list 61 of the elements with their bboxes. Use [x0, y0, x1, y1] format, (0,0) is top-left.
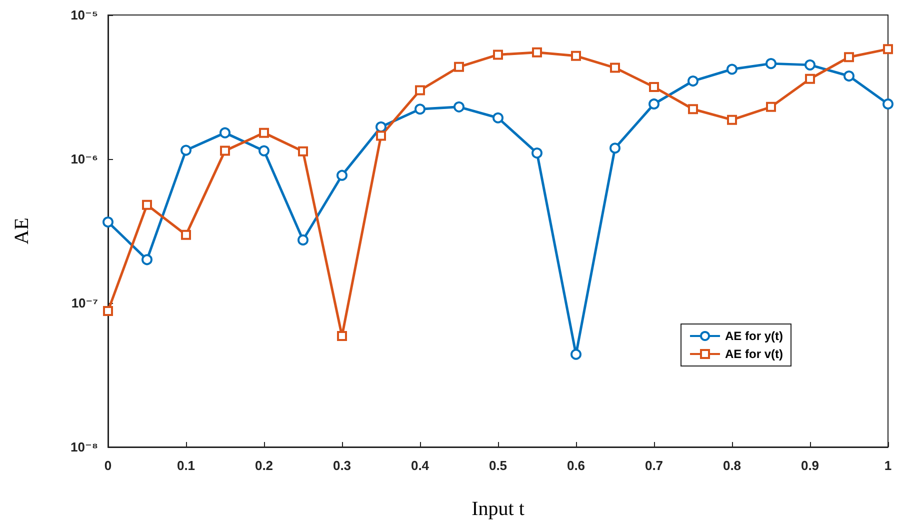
x-tick-label: 0.3	[332, 458, 352, 473]
point	[415, 85, 425, 96]
point	[376, 121, 386, 132]
point	[220, 127, 230, 138]
x-tick-label: 0.1	[176, 458, 196, 473]
point	[610, 142, 620, 154]
x-tick-label: 0	[104, 458, 112, 473]
x-tick-label: 0.2	[254, 458, 274, 473]
point	[181, 230, 191, 240]
point	[336, 170, 348, 181]
point	[298, 146, 308, 156]
point	[610, 62, 620, 73]
point	[259, 128, 269, 138]
point	[532, 148, 542, 159]
point	[883, 44, 893, 54]
point	[337, 330, 347, 341]
point	[570, 348, 582, 360]
point	[688, 76, 698, 87]
point	[454, 62, 464, 72]
y-tick-label: 10⁻⁵	[70, 8, 98, 22]
point	[142, 200, 152, 210]
legend-label: AE for y(t)	[725, 329, 784, 343]
point	[376, 130, 386, 141]
legend-label: AE for v(t)	[725, 347, 784, 361]
point	[103, 306, 113, 316]
point	[688, 104, 698, 114]
point	[454, 101, 464, 112]
point	[493, 50, 503, 60]
x-tick-label: 1	[884, 458, 892, 473]
point	[220, 146, 230, 156]
x-tick-label: 0.4	[410, 458, 430, 473]
point	[766, 58, 776, 70]
point	[414, 104, 426, 115]
point	[882, 98, 894, 110]
y-tick-label: 10⁻⁸	[70, 440, 98, 454]
point	[532, 47, 542, 58]
point	[298, 234, 308, 246]
x-tick-label: 0.9	[800, 458, 820, 473]
point	[258, 145, 270, 156]
y-tick-label: 10⁻⁶	[70, 152, 98, 166]
point	[766, 102, 776, 112]
point	[142, 254, 152, 266]
point	[571, 50, 581, 61]
point	[492, 112, 504, 124]
point	[804, 59, 816, 70]
point	[180, 144, 192, 156]
point	[727, 114, 737, 125]
x-tick-label: 0.7	[644, 458, 664, 473]
x-tick-label: 0.6	[566, 458, 586, 473]
point	[844, 70, 854, 82]
point	[648, 98, 660, 110]
x-axis-title: Input t	[472, 498, 525, 520]
x-tick-label: 0.8	[722, 458, 742, 473]
point	[102, 216, 114, 228]
point	[649, 82, 659, 92]
point	[726, 64, 738, 75]
point	[805, 74, 815, 84]
x-tick-label: 0.5	[488, 458, 508, 473]
y-axis-title: AE	[11, 218, 33, 244]
point	[844, 52, 854, 62]
y-tick-label: 10⁻⁷	[71, 296, 98, 310]
